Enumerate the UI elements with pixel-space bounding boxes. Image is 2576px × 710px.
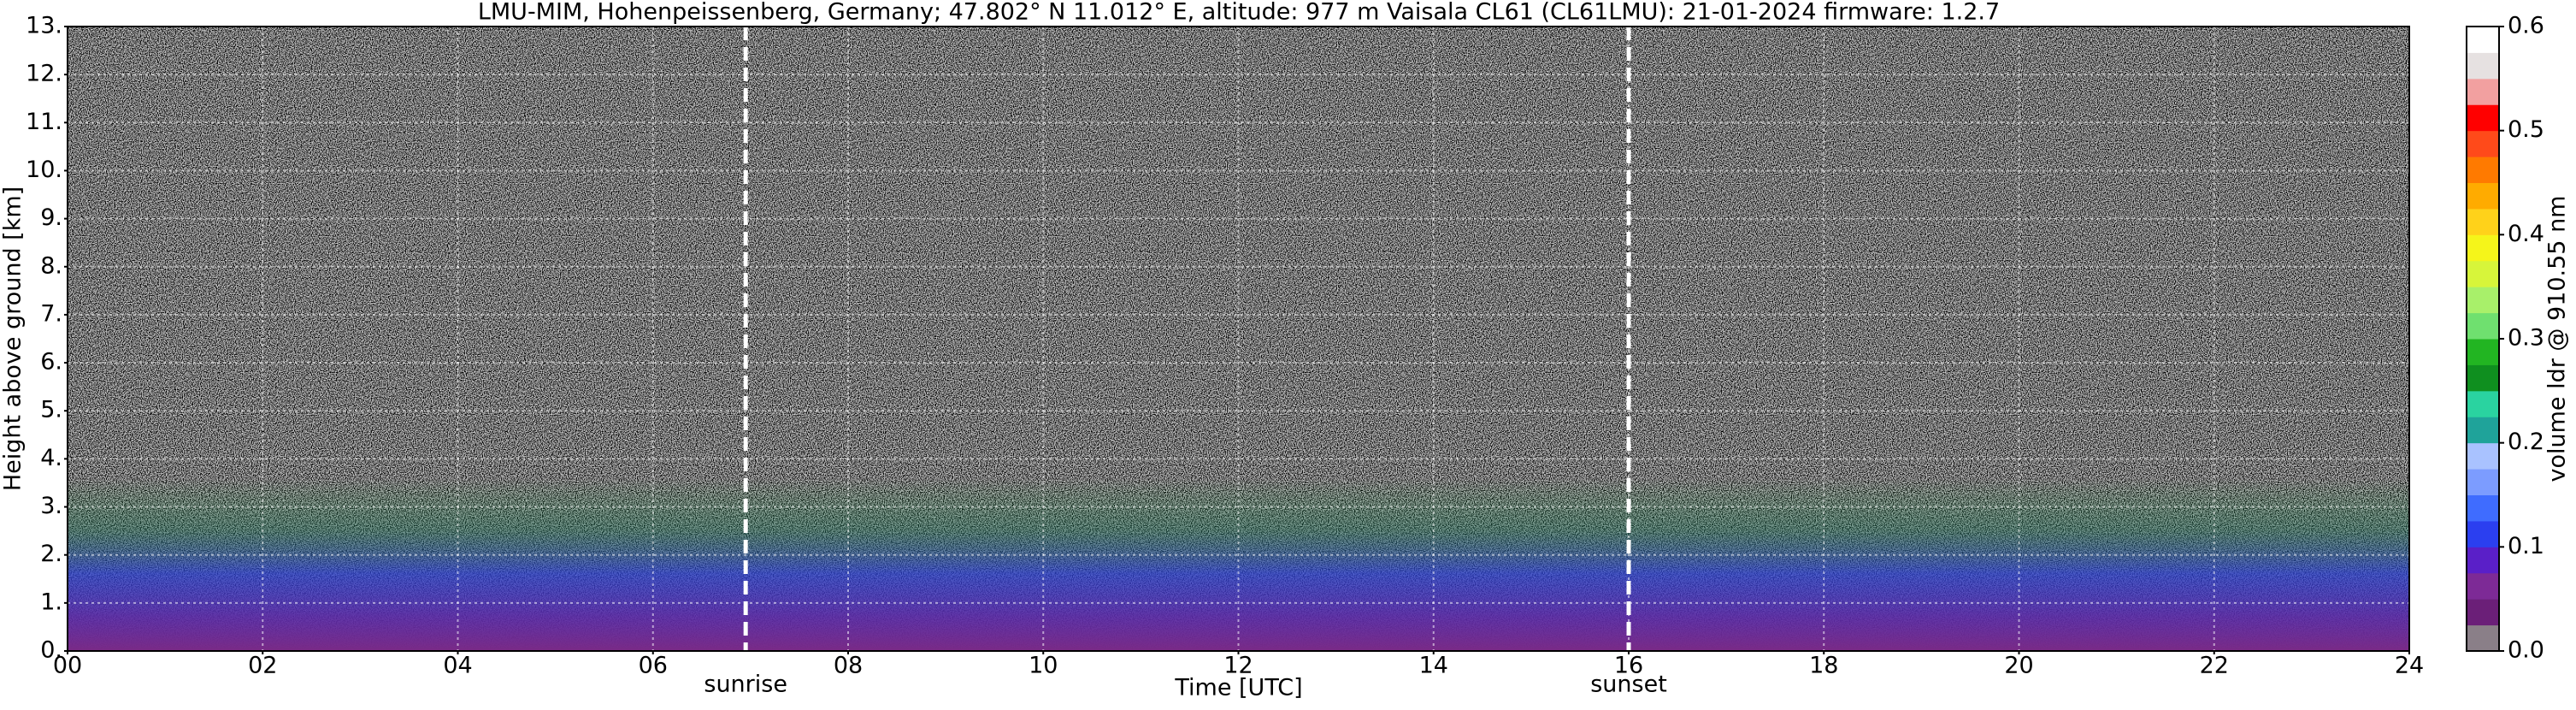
colorbar-segment [2467, 27, 2499, 53]
colorbar-segment [2467, 599, 2499, 626]
ground-layer [68, 479, 2409, 651]
y-tick-label: 8. [40, 252, 62, 279]
annotation-label: sunrise [704, 672, 787, 698]
x-tick-label: 20 [2004, 653, 2033, 679]
colorbar-segment [2467, 547, 2499, 574]
colorbar-segment [2467, 312, 2499, 340]
colorbar-segment [2467, 234, 2499, 262]
colorbar-segment [2467, 572, 2499, 600]
x-tick-label: 00 [53, 653, 82, 679]
colorbar-segment [2467, 182, 2499, 210]
y-tick-label: 2. [40, 541, 62, 567]
x-tick-label: 24 [2395, 653, 2424, 679]
y-tick-label: 10. [26, 157, 62, 183]
y-tick-label: 12. [26, 61, 62, 87]
colorbar-segment [2467, 520, 2499, 547]
colorbar-segment [2467, 157, 2499, 183]
x-tick-label: 12 [1223, 653, 1253, 679]
annotation-label: sunset [1590, 672, 1667, 698]
colorbar-tick-label: 0.3 [2508, 325, 2544, 352]
colorbar-tick-label: 0.2 [2508, 429, 2544, 455]
colorbar-segment [2467, 417, 2499, 444]
colorbar-segment [2467, 494, 2499, 522]
colorbar-tick-label: 0.6 [2508, 13, 2544, 39]
colorbar-tick-label: 0.4 [2508, 221, 2544, 247]
colorbar-segment [2467, 130, 2499, 157]
colorbar-tick-label: 0.5 [2508, 116, 2544, 143]
y-tick-label: 6. [40, 349, 62, 376]
y-tick-label: 3. [40, 493, 62, 519]
x-tick-label: 02 [248, 653, 277, 679]
y-axis-label: Height above ground [km] [0, 186, 27, 491]
y-tick-label: 1. [40, 589, 62, 615]
x-tick-label: 04 [443, 653, 472, 679]
y-tick-label: 7. [40, 300, 62, 327]
colorbar-tick-label: 0.1 [2508, 533, 2544, 559]
x-tick-label: 18 [1809, 653, 1838, 679]
y-tick-label: 4. [40, 445, 62, 471]
x-tick-label: 08 [834, 653, 863, 679]
x-tick-label: 14 [1419, 653, 1448, 679]
colorbar-segment [2467, 104, 2499, 132]
colorbar-segment [2467, 52, 2499, 80]
x-tick-label: 22 [2200, 653, 2229, 679]
x-tick-label: 16 [1614, 653, 1643, 679]
colorbar-segment [2467, 208, 2499, 235]
colorbar-segment [2467, 78, 2499, 105]
colorbar-segment [2467, 287, 2499, 314]
colorbar-segment [2467, 339, 2499, 365]
x-axis-label: Time [UTC] [1174, 675, 1302, 701]
colorbar-segment [2467, 390, 2499, 417]
x-tick-label: 10 [1029, 653, 1058, 679]
colorbar-segment [2467, 260, 2499, 287]
plot-frame [67, 26, 2410, 652]
y-tick-label: 9. [40, 204, 62, 231]
colorbar-label: volume ldr @ 910.55 nm [2544, 196, 2571, 482]
y-tick-label: 11. [26, 109, 62, 135]
x-tick-label: 06 [639, 653, 668, 679]
y-tick-label: 13. [26, 13, 62, 39]
colorbar-segment [2467, 442, 2499, 470]
chart-title: LMU-MIM, Hohenpeissenberg, Germany; 47.8… [478, 0, 2000, 26]
colorbar-segment [2467, 364, 2499, 392]
y-tick-label: 5. [40, 397, 62, 423]
colorbar-tick-label: 0.0 [2508, 637, 2544, 664]
colorbar-segment [2467, 624, 2499, 652]
colorbar-segment [2467, 469, 2499, 495]
y-tick-label: 0. [40, 637, 62, 664]
